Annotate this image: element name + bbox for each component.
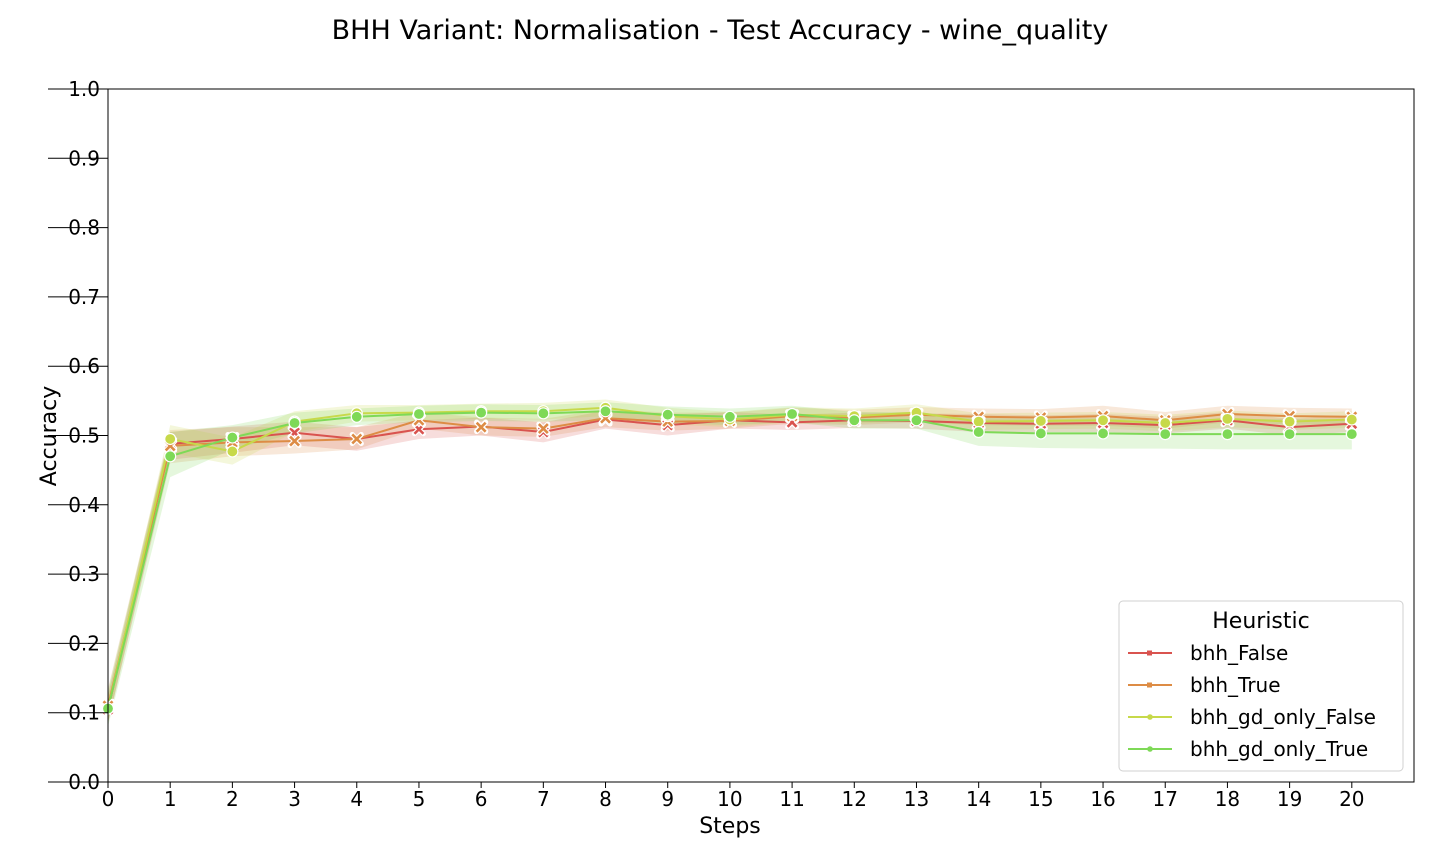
legend-label: bhh_gd_only_False (1190, 705, 1376, 729)
x-tick-label: 16 (1090, 787, 1115, 811)
y-tick-label: 0.7 (68, 285, 100, 309)
series-markers (101, 401, 1359, 717)
x-tick-label: 3 (288, 787, 301, 811)
y-tick-label: 0.8 (68, 216, 100, 240)
point-bhh-gd-only-true (785, 407, 799, 421)
point-bhh-gd-only-false (164, 432, 177, 446)
x-tick-label: 11 (779, 787, 804, 811)
x-tick-label: 9 (661, 787, 674, 811)
legend: Heuristic bhh_False bhh_True bhh_gd_only_F… (1118, 600, 1404, 772)
point-bhh-gd-only-true (1096, 427, 1110, 440)
legend-item-bhh-gd-only-false: bhh_gd_only_False (1128, 705, 1376, 729)
legend-box (1118, 600, 1404, 772)
x-tick-label: 10 (717, 787, 742, 811)
x-tick-label: 13 (904, 787, 929, 811)
y-tick-label: 0.3 (68, 562, 100, 586)
point-bhh-gd-only-false (1159, 416, 1172, 430)
point-bhh-gd-only-true (661, 408, 674, 421)
point-bhh-gd-only-true (972, 425, 985, 439)
x-tick-label: 6 (475, 787, 488, 811)
legend-label: bhh_False (1190, 641, 1288, 665)
x-tick-label: 1 (164, 787, 177, 811)
x-tick-label: 5 (413, 787, 426, 811)
y-axis-label: Accuracy (37, 386, 62, 486)
point-bhh-true (287, 434, 302, 449)
x-tick-label: 15 (1028, 787, 1053, 811)
y-tick-label: 0.4 (68, 493, 100, 517)
y-tick-label: 0.0 (68, 770, 100, 794)
x-tick-label: 17 (1153, 787, 1178, 811)
legend-item-bhh-false: bhh_False (1128, 641, 1288, 665)
point-bhh-gd-only-true (412, 407, 426, 421)
point-bhh-gd-only-true (1159, 428, 1172, 441)
y-tick-label: 0.5 (68, 424, 100, 448)
legend-items: bhh_False bhh_True bhh_gd_only_False bhh_gd… (1128, 641, 1376, 761)
x-axis: 0 1 2 3 4 5 6 7 8 9 10 11 12 13 14 15 16 17 18 19 20 (102, 782, 1365, 811)
point-bhh-gd-only-true (848, 414, 861, 427)
point-bhh-gd-only-false (1034, 414, 1047, 428)
x-tick-label: 8 (599, 787, 612, 811)
legend-title: Heuristic (1212, 609, 1309, 634)
legend-item-bhh-gd-only-true: bhh_gd_only_True (1128, 737, 1368, 761)
x-tick-label: 2 (226, 787, 239, 811)
legend-marker (1147, 682, 1152, 688)
x-tick-label: 18 (1215, 787, 1240, 811)
point-bhh-gd-only-true (599, 405, 612, 418)
point-bhh-gd-only-false (1283, 415, 1296, 428)
point-bhh-true (536, 421, 551, 436)
point-bhh-true (474, 420, 489, 435)
x-tick-label: 4 (350, 787, 363, 811)
y-tick-label: 0.6 (68, 354, 100, 378)
legend-label: bhh_True (1190, 673, 1281, 697)
x-axis-label: Steps (699, 814, 761, 839)
y-tick-label: 0.2 (68, 631, 100, 655)
point-bhh-gd-only-true (475, 406, 488, 419)
point-bhh-gd-only-false (1345, 413, 1358, 426)
legend-item-bhh-true: bhh_True (1128, 673, 1281, 697)
y-tick-label: 0.1 (68, 701, 100, 725)
x-tick-label: 0 (102, 787, 115, 811)
point-bhh-gd-only-true (537, 407, 550, 420)
point-bhh-gd-only-true (1283, 428, 1296, 441)
y-tick-label: 0.9 (68, 146, 100, 170)
point-bhh-gd-only-false (972, 415, 985, 428)
point-bhh-gd-only-true (288, 416, 301, 430)
point-bhh-gd-only-false (1096, 414, 1110, 427)
legend-marker (1147, 650, 1152, 656)
chart-title: BHH Variant: Normalisation - Test Accura… (332, 15, 1109, 46)
x-tick-label: 14 (966, 787, 991, 811)
y-axis: 0.0 0.1 0.2 0.3 0.4 0.5 0.6 0.7 0.8 0.9 1.0 (48, 77, 108, 794)
legend-marker (1147, 714, 1153, 720)
point-bhh-gd-only-true (164, 450, 177, 463)
x-tick-label: 20 (1339, 787, 1364, 811)
y-tick-label: 1.0 (68, 77, 100, 101)
x-tick-label: 7 (537, 787, 550, 811)
point-bhh-gd-only-true (723, 410, 737, 423)
point-bhh-gd-only-true (226, 431, 239, 444)
point-bhh-true (349, 431, 364, 446)
point-bhh-gd-only-false (226, 445, 239, 458)
x-tick-label: 12 (842, 787, 867, 811)
legend-label: bhh_gd_only_True (1190, 737, 1368, 761)
point-bhh-gd-only-false (1221, 412, 1234, 425)
point-bhh-gd-only-true (1221, 428, 1234, 441)
point-bhh-gd-only-true (910, 414, 923, 427)
legend-marker (1147, 746, 1153, 752)
point-bhh-gd-only-true (1345, 428, 1358, 441)
point-bhh-gd-only-true (1034, 427, 1047, 440)
point-bhh-gd-only-true (350, 410, 363, 423)
x-tick-label: 19 (1277, 787, 1302, 811)
